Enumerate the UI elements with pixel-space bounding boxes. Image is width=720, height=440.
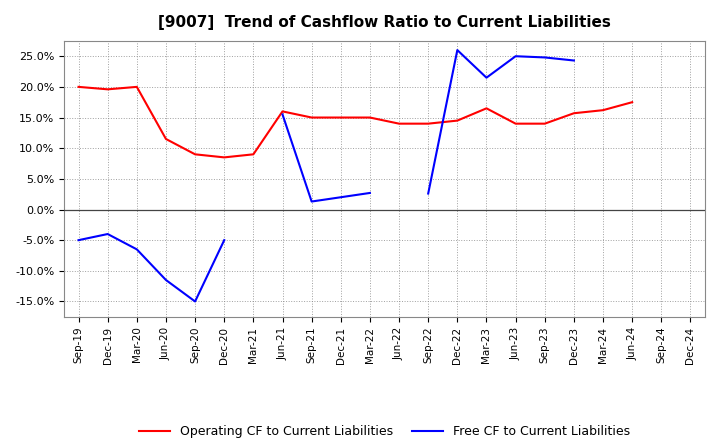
Operating CF to Current Liabilities [220,155,228,160]
Operating CF to Current Liabilities [366,115,374,120]
Operating CF to Current Liabilities [278,109,287,114]
Operating CF to Current Liabilities [628,99,636,105]
Legend: Operating CF to Current Liabilities, Free CF to Current Liabilities: Operating CF to Current Liabilities, Fre… [134,420,635,440]
Free CF to Current Liabilities [191,299,199,304]
Line: Operating CF to Current Liabilities: Operating CF to Current Liabilities [78,87,632,158]
Operating CF to Current Liabilities [541,121,549,126]
Line: Free CF to Current Liabilities: Free CF to Current Liabilities [78,234,224,301]
Operating CF to Current Liabilities [511,121,520,126]
Free CF to Current Liabilities [161,277,170,282]
Operating CF to Current Liabilities [191,152,199,157]
Operating CF to Current Liabilities [104,87,112,92]
Operating CF to Current Liabilities [395,121,403,126]
Free CF to Current Liabilities [104,231,112,237]
Operating CF to Current Liabilities [249,152,258,157]
Operating CF to Current Liabilities [424,121,433,126]
Operating CF to Current Liabilities [74,84,83,89]
Operating CF to Current Liabilities [161,136,170,142]
Operating CF to Current Liabilities [307,115,316,120]
Operating CF to Current Liabilities [453,118,462,123]
Operating CF to Current Liabilities [336,115,345,120]
Operating CF to Current Liabilities [570,110,578,116]
Operating CF to Current Liabilities [482,106,491,111]
Free CF to Current Liabilities [132,247,141,252]
Title: [9007]  Trend of Cashflow Ratio to Current Liabilities: [9007] Trend of Cashflow Ratio to Curren… [158,15,611,30]
Operating CF to Current Liabilities [132,84,141,89]
Operating CF to Current Liabilities [599,107,608,113]
Free CF to Current Liabilities [220,238,228,243]
Free CF to Current Liabilities [74,238,83,243]
